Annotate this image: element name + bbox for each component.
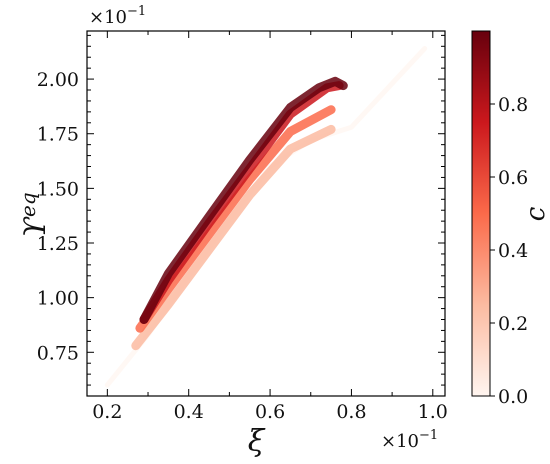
y-tick-label: 2.00 [37,69,79,91]
colorbar-tick-label: 0.0 [498,386,528,408]
y-tick-label: 1.75 [37,124,79,146]
plot-frame [86,30,446,397]
series-band-4 [139,76,348,324]
colorbar-label: c [521,206,550,221]
colorbar-axis: 0.0 0.2 0.4 0.6 0.8 [490,94,528,408]
y-tick-label: 1.50 [37,178,79,200]
y-axis: 0.75 1.00 1.25 1.50 1.75 2.00 [37,34,445,386]
x-axis-label: ξ [248,424,266,459]
x-tick-label: 0.2 [92,401,122,423]
colorbar-tick-label: 0.8 [498,94,528,116]
series-band-1 [131,124,336,351]
x-scale-factor: ×10−1 [381,428,438,452]
x-axis: 0.2 0.4 0.6 0.8 1.0 [92,31,448,423]
x-tick-label: 1.0 [418,401,448,423]
y-axis-label: ϒeq [16,192,53,237]
colorbar-tick-label: 0.4 [498,240,528,262]
y-tick-label: 0.75 [37,342,79,364]
x-tick-label: 0.6 [255,401,285,423]
series-band-0 [104,46,428,388]
colorbar-tick-label: 0.2 [498,313,528,335]
colorbar [471,30,491,397]
y-tick-label: 1.00 [37,288,79,310]
scatter-data [104,46,428,388]
x-tick-label: 0.4 [174,401,204,423]
y-scale-factor: ×10−1 [89,4,146,28]
y-tick-label: 1.25 [37,233,79,255]
colorbar-tick-label: 0.6 [498,167,528,189]
x-tick-label: 0.8 [336,401,366,423]
